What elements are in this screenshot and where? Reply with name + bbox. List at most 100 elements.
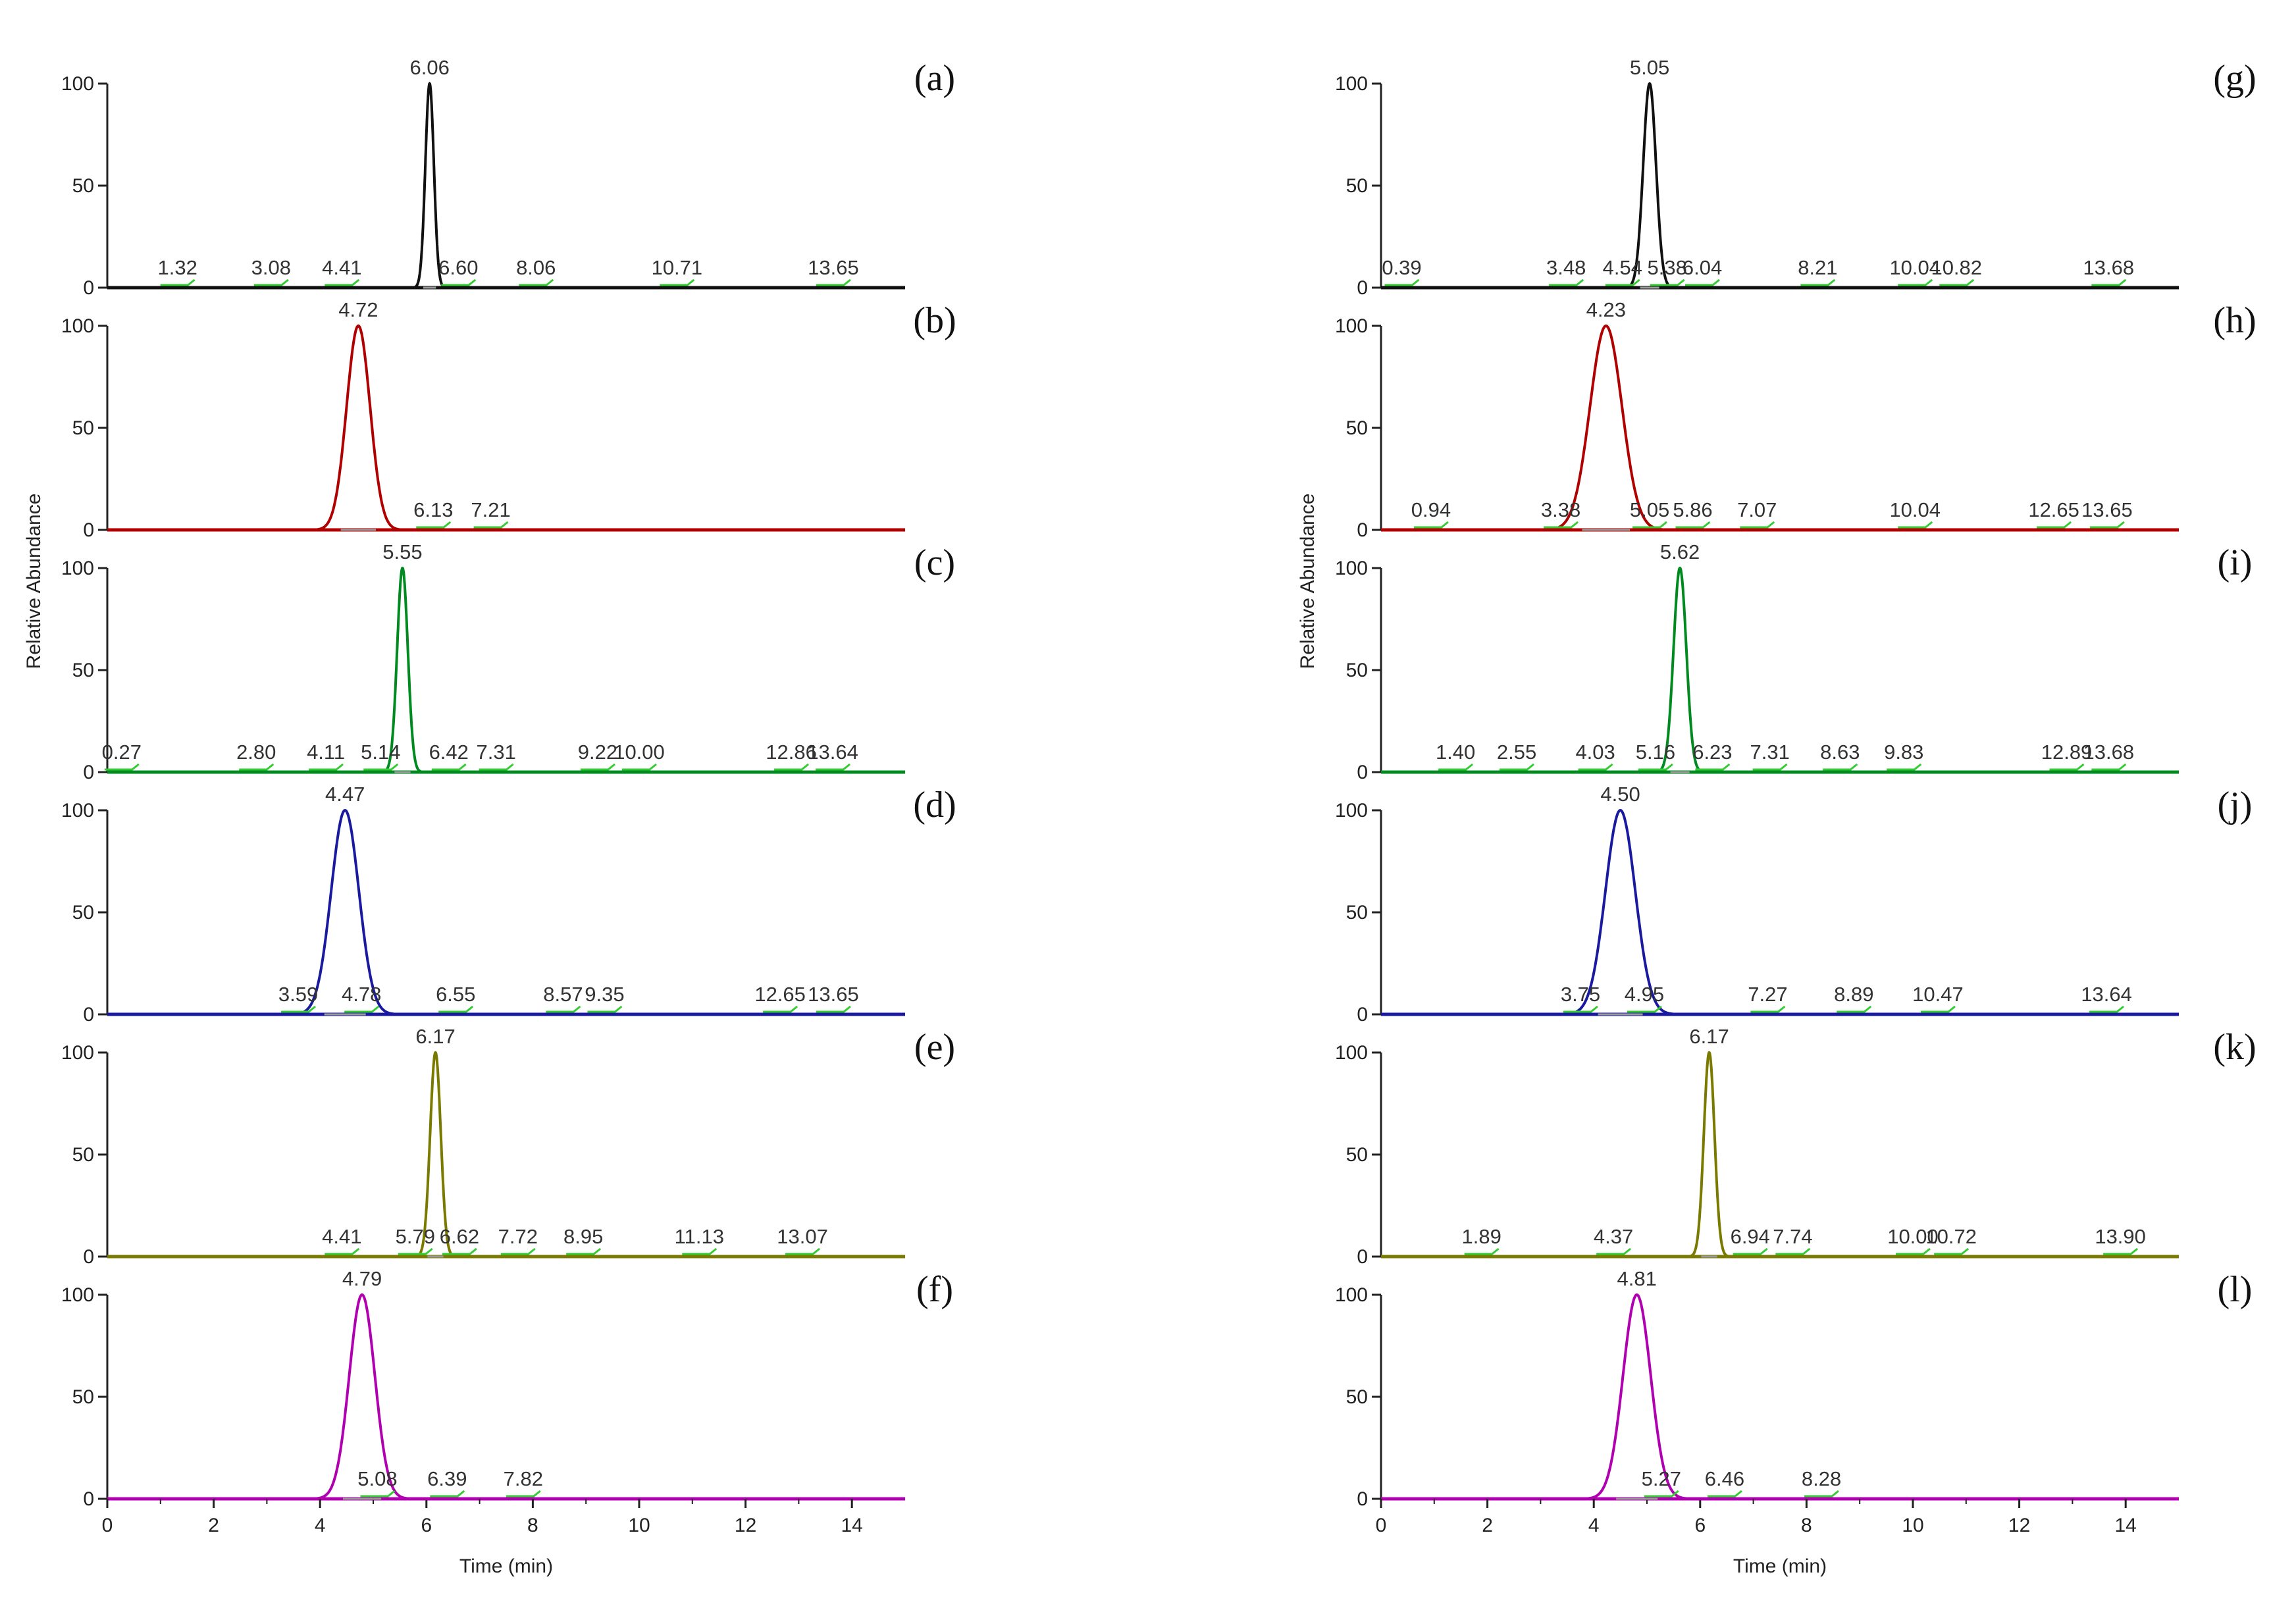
minor-peak-marker	[1733, 1247, 1768, 1255]
minor-peak-label: 8.57	[543, 983, 583, 1006]
main-peak-label: 6.06	[409, 56, 449, 79]
main-peak-trace	[288, 324, 429, 531]
minor-peak-label: 7.07	[1737, 498, 1777, 521]
chromatogram-panel: 0 50 100 0 2 4 6 8 10 12 14 Time (min) 4.79 5.08 6.39 7…	[61, 1267, 953, 1577]
minor-peak-marker	[2091, 278, 2127, 286]
chromatogram-panel: 0 50 100 4.47 3.59 4.78 6.55 8.57 9.35 12.65 13.65…	[61, 783, 956, 1026]
panel-label: (l)	[2218, 1269, 2253, 1310]
minor-peak-marker	[816, 1005, 851, 1013]
main-peak-trace	[404, 1051, 467, 1258]
minor-peak-marker	[325, 1247, 360, 1255]
minor-peak-label: 4.95	[1625, 983, 1664, 1006]
minor-peak-label: 6.62	[440, 1225, 479, 1248]
minor-peak-label: 0.39	[1382, 256, 1421, 279]
chromatogram-panel: 0 50 100 4.50 3.75 4.95 7.27 8.89 10.47 13.64 (j)	[1335, 783, 2252, 1026]
y-tick-label: 0	[83, 762, 94, 783]
minor-peak-label: 13.68	[2083, 741, 2135, 764]
minor-peak-marker	[416, 521, 452, 529]
y-tick-label: 100	[61, 800, 94, 821]
x-tick-label: 10	[628, 1515, 650, 1536]
minor-peak-marker	[816, 278, 851, 286]
minor-peak-marker	[344, 1005, 380, 1013]
minor-peak-marker	[1898, 521, 1933, 529]
minor-peak-marker	[500, 1247, 536, 1255]
y-tick-label: 0	[83, 1488, 94, 1510]
minor-peak-marker	[2103, 1247, 2139, 1255]
minor-peak-marker	[1939, 278, 1975, 286]
minor-peak-marker	[587, 1005, 623, 1013]
y-tick-label: 0	[83, 277, 94, 299]
x-tick-label: 0	[1376, 1515, 1387, 1536]
minor-peak-marker	[1650, 278, 1685, 286]
main-peak-trace	[1510, 324, 1702, 531]
x-tick-label: 0	[102, 1515, 113, 1536]
minor-peak-marker	[566, 1247, 602, 1255]
minor-peak-label: 12.86	[766, 741, 817, 764]
y-tick-label: 0	[1357, 1488, 1368, 1510]
minor-peak-marker	[506, 1490, 541, 1497]
minor-peak-label: 3.38	[1541, 498, 1580, 521]
panel-label: (k)	[2213, 1027, 2256, 1068]
minor-peak-marker	[1685, 278, 1720, 286]
minor-peak-marker	[1887, 763, 1922, 771]
minor-peak-label: 0.94	[1411, 498, 1451, 521]
minor-peak-label: 8.63	[1820, 741, 1860, 764]
minor-peak-marker	[519, 278, 554, 286]
y-tick-label: 100	[1335, 800, 1368, 821]
minor-peak-label: 11.13	[675, 1225, 724, 1248]
minor-peak-marker	[1596, 1247, 1632, 1255]
x-tick-label: 12	[735, 1515, 756, 1536]
minor-peak-marker	[1740, 521, 1775, 529]
minor-peak-label: 3.75	[1561, 983, 1600, 1006]
minor-peak-marker	[1627, 1005, 1662, 1013]
x-tick-label: 12	[2008, 1515, 2030, 1536]
y-tick-label: 100	[1335, 1042, 1368, 1064]
minor-peak-marker	[442, 1247, 477, 1255]
chromatogram-panel: 0 50 100 5.62 1.40 2.55 4.03 5.16 6.23 7.31 8.63 9.…	[1335, 540, 2252, 783]
minor-peak-marker	[1578, 763, 1613, 771]
y-tick-label: 100	[61, 1042, 94, 1064]
minor-peak-marker	[580, 763, 615, 771]
y-tick-label: 0	[1357, 277, 1368, 299]
main-peak-label: 5.05	[1630, 56, 1669, 79]
minor-peak-label: 5.79	[396, 1225, 435, 1248]
main-peak-trace	[371, 566, 434, 773]
y-tick-label: 50	[1346, 660, 1368, 681]
minor-peak-label: 13.65	[808, 983, 859, 1006]
minor-peak-marker	[1544, 521, 1579, 529]
minor-peak-marker	[239, 763, 274, 771]
minor-peak-label: 6.94	[1731, 1225, 1770, 1248]
minor-peak-label: 5.86	[1673, 498, 1712, 521]
minor-peak-marker	[2089, 521, 2125, 529]
main-peak-label: 4.23	[1586, 298, 1626, 321]
main-peak-trace	[1611, 82, 1688, 289]
y-tick-label: 0	[83, 1246, 94, 1268]
minor-peak-marker	[763, 1005, 798, 1013]
minor-peak-marker	[1500, 763, 1534, 771]
minor-peak-marker	[660, 278, 695, 286]
minor-peak-marker	[1644, 1490, 1679, 1497]
panel-label: (b)	[913, 300, 956, 341]
main-peak-label: 5.62	[1660, 540, 1700, 563]
minor-peak-marker	[622, 763, 657, 771]
minor-peak-marker	[1934, 1247, 1970, 1255]
x-tick-label: 8	[527, 1515, 538, 1536]
y-tick-label: 0	[1357, 762, 1368, 783]
minor-peak-marker	[682, 1247, 718, 1255]
chromatogram-panel: 0 50 100 4.23 0.94 3.38 5.05 5.86 7.07 10.04 12.65…	[1335, 298, 2257, 541]
minor-peak-marker	[438, 1005, 474, 1013]
panel-label: (d)	[913, 785, 956, 825]
minor-peak-label: 12.65	[2028, 498, 2079, 521]
main-peak-label: 4.50	[1600, 783, 1640, 806]
minor-peak-marker	[473, 521, 509, 529]
minor-peak-marker	[430, 1490, 465, 1497]
y-tick-label: 50	[1346, 1144, 1368, 1166]
y-axis-title: Relative Abundance	[1297, 494, 1318, 669]
minor-peak-label: 7.27	[1748, 983, 1787, 1006]
minor-peak-label: 13.68	[2083, 256, 2135, 279]
minor-peak-label: 4.11	[307, 741, 345, 764]
minor-peak-label: 4.54	[1603, 256, 1642, 279]
minor-peak-label: 3.59	[278, 983, 318, 1006]
